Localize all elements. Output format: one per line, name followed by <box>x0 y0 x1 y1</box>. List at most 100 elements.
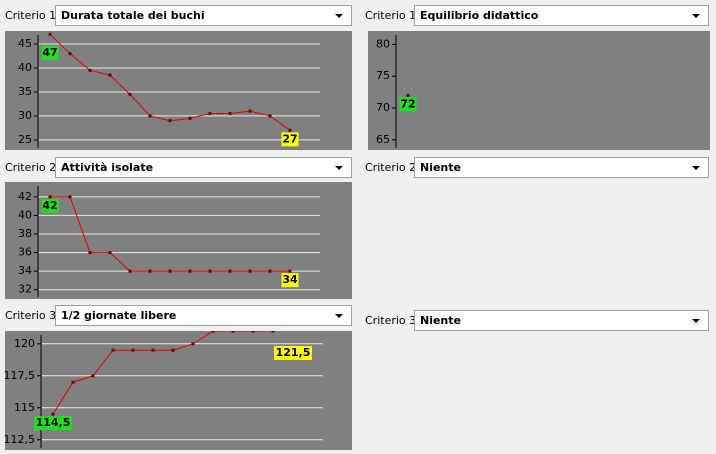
point <box>168 119 172 123</box>
dropdown[interactable]: Durata totale dei buchi <box>55 5 352 26</box>
dropdown-box <box>414 5 709 26</box>
dropdown-value: 1/2 giornate libere <box>61 309 176 322</box>
value-label: 27 <box>282 132 297 145</box>
point <box>288 269 292 273</box>
y-tick-label: 40 <box>18 208 32 221</box>
point <box>131 348 135 352</box>
point <box>208 269 212 273</box>
y-tick-label: 120 <box>14 337 35 350</box>
dropdown-arrow <box>692 319 700 323</box>
point <box>271 331 275 333</box>
criterion-panel: Criterio 3: Niente <box>365 310 709 331</box>
value-label-bg <box>41 46 59 60</box>
y-tick-label: 36 <box>18 246 32 259</box>
dropdown-value: Niente <box>420 161 461 174</box>
dropdown-arrow <box>335 166 343 170</box>
point <box>248 269 252 273</box>
dropdown-arrow <box>692 166 700 170</box>
point <box>288 128 292 132</box>
value-label: 121,5 <box>276 346 311 359</box>
point <box>111 348 115 352</box>
y-tick-label: 80 <box>376 37 390 50</box>
y-tick-label: 38 <box>18 227 32 240</box>
point <box>268 114 272 118</box>
point <box>91 374 95 378</box>
plot-area <box>48 32 292 132</box>
point <box>268 269 272 273</box>
dropdown-arrow <box>335 314 343 318</box>
dropdown[interactable]: Niente <box>414 157 709 178</box>
criterion-label: Criterio 3: <box>365 314 420 327</box>
point <box>148 269 152 273</box>
point <box>231 331 235 333</box>
y-tick-label: 30 <box>18 109 32 122</box>
point <box>48 32 52 36</box>
point <box>211 331 215 333</box>
dropdown-value: Niente <box>420 314 461 327</box>
dropdown[interactable]: Attività isolate <box>55 157 352 178</box>
point <box>168 269 172 273</box>
point <box>188 116 192 120</box>
plot-area <box>51 331 275 416</box>
point <box>228 269 232 273</box>
criterion-panel: Criterio 2: Niente <box>365 157 709 178</box>
dropdown-value: Attività isolate <box>61 161 153 174</box>
criterion-label: Criterio 2: <box>365 161 420 174</box>
value-label: 72 <box>400 97 415 110</box>
point <box>48 195 52 199</box>
criterion-panel: Criterio 3: 1/2 giornate libere 112,5 11511… <box>4 305 352 450</box>
point <box>406 93 410 97</box>
point <box>68 52 72 56</box>
point <box>128 269 132 273</box>
dropdown-value: Equilibrio didattico <box>420 9 539 22</box>
point <box>71 380 75 384</box>
criterion-label: Criterio 3: <box>5 309 60 322</box>
dropdown-box <box>414 310 709 331</box>
point <box>128 92 132 96</box>
y-tick-label: 34 <box>18 264 32 277</box>
chart-background <box>5 31 352 150</box>
criterion-label: Criterio 2: <box>5 161 60 174</box>
y-tick-label: 25 <box>18 133 32 146</box>
dropdown[interactable]: Equilibrio didattico <box>414 5 709 26</box>
criterion-label: Criterio 1: <box>365 9 420 22</box>
point <box>251 331 255 333</box>
point <box>191 342 195 346</box>
criterion-panel: Criterio 1: Durata totale dei buchi 25 30 35… <box>5 5 352 150</box>
y-tick-label: 42 <box>18 190 32 203</box>
plot-area <box>48 195 292 273</box>
dropdown-value: Durata totale dei buchi <box>61 9 205 22</box>
dropdown[interactable]: Niente <box>414 310 709 331</box>
point <box>108 73 112 77</box>
y-tick-label: 32 <box>18 283 32 296</box>
value-label-bg <box>399 97 417 112</box>
value-label-bg <box>281 132 299 147</box>
chart-background <box>368 31 710 150</box>
point <box>208 112 212 116</box>
point <box>68 195 72 199</box>
y-tick-label: 40 <box>18 61 32 74</box>
criterion-panel: Criterio 1: Equilibrio didattico 65 70 75 80 7… <box>365 5 710 150</box>
point <box>108 251 112 255</box>
y-tick-label: 65 <box>376 133 390 146</box>
point <box>228 112 232 116</box>
value-label-bg <box>274 346 312 360</box>
point <box>151 348 155 352</box>
value-label: 47 <box>42 46 57 59</box>
value-label-bg <box>34 416 72 431</box>
value-label: 114,5 <box>36 416 71 429</box>
criterion-label: Criterio 1: <box>5 9 60 22</box>
point <box>171 348 175 352</box>
point <box>148 114 152 118</box>
dropdown-box <box>414 157 709 178</box>
criterion-panel: Criterio 2: Attività isolate 32 34 36 38 40 42 4… <box>5 157 352 299</box>
y-tick-label: 112,5 <box>4 433 36 446</box>
y-tick-label: 115 <box>14 401 35 414</box>
y-tick-label: 75 <box>376 69 390 82</box>
value-label-bg <box>41 198 59 213</box>
point <box>88 251 92 255</box>
dropdown[interactable]: 1/2 giornate libere <box>55 305 352 326</box>
dropdown-box <box>55 5 352 26</box>
point <box>51 412 55 416</box>
plot-area <box>406 93 410 97</box>
